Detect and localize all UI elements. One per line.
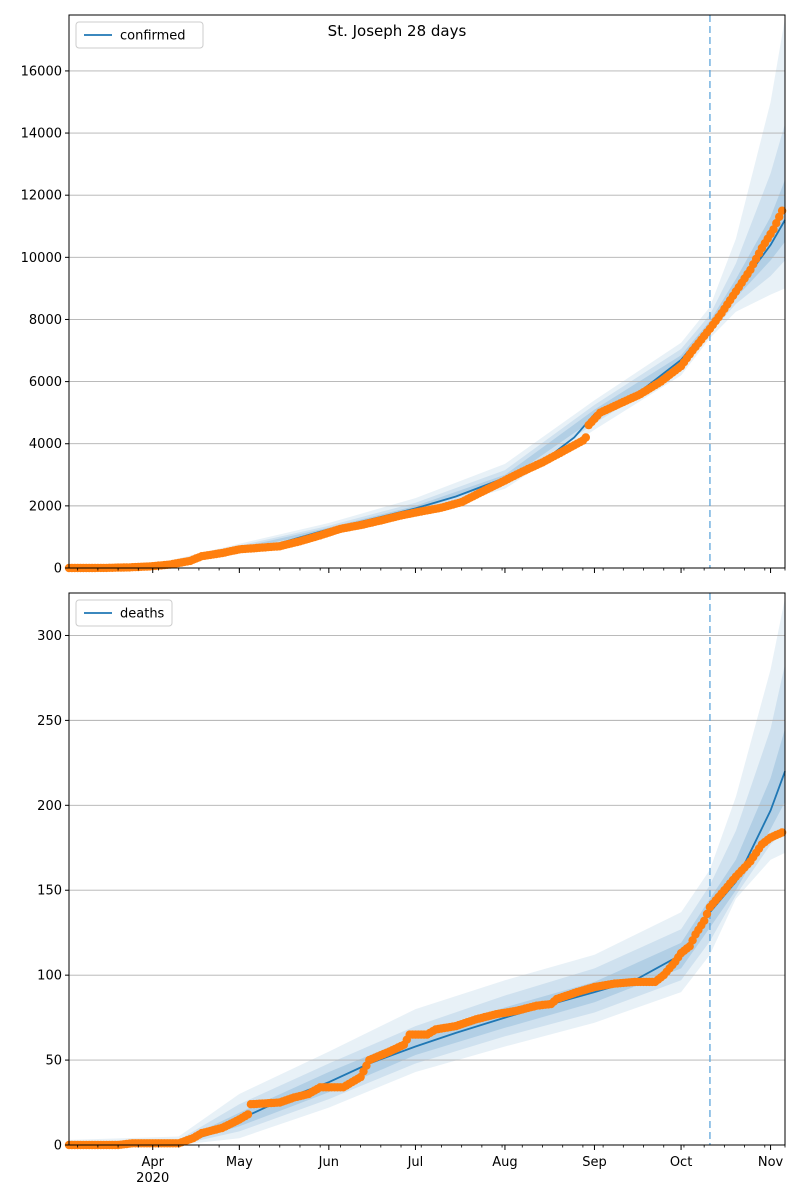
confirmed-gridlines (69, 70, 785, 507)
legend-label: confirmed (120, 29, 186, 44)
y-tick-label: 100 (37, 969, 62, 984)
legend-box (75, 21, 204, 49)
y-tick-label: 0 (54, 1139, 62, 1154)
y-tick-label: 2000 (29, 499, 62, 514)
x-tick-sublabel: 2020 (136, 1171, 169, 1186)
x-tick-label: May (226, 1155, 253, 1170)
x-tick-label: Apr (141, 1155, 164, 1170)
chart-title: St. Joseph 28 days (328, 22, 467, 40)
y-tick-label: 6000 (29, 375, 62, 390)
observed-point (702, 909, 712, 919)
y-tick-label: 150 (37, 884, 62, 899)
deaths-observed-points (64, 828, 787, 1150)
x-tick-label: Jul (407, 1155, 424, 1170)
uncertainty-band-outer (69, 598, 785, 1145)
confirmed-panel: 0 2000 4000 6000 8000 10000 12000 14000 16000 co… (21, 14, 787, 577)
confirmed-axes: 0 2000 4000 6000 8000 10000 12000 14000 16000 (21, 14, 786, 577)
x-tick-label: Sep (582, 1155, 607, 1170)
observed-point (777, 828, 787, 837)
y-tick-label: 0 (54, 562, 62, 577)
y-tick-label: 16000 (21, 64, 62, 79)
x-tick-label: Oct (670, 1155, 692, 1170)
x-tick-label: Nov (758, 1155, 784, 1170)
y-tick-label: 200 (37, 799, 62, 814)
x-tick-label: Aug (492, 1155, 517, 1170)
legend-box (75, 599, 173, 627)
deaths-legend: deaths (75, 599, 173, 627)
y-tick-label: 4000 (29, 437, 62, 452)
y-tick-label: 250 (37, 714, 62, 729)
confirmed-legend: confirmed (75, 21, 204, 49)
axes-frame (68, 592, 786, 1146)
y-tick-label: 12000 (21, 189, 62, 204)
y-tick-label: 10000 (21, 251, 62, 266)
observed-point (581, 433, 590, 442)
y-tick-label: 50 (45, 1054, 62, 1069)
x-tick-label: Jun (318, 1155, 339, 1170)
deaths-uncertainty-bands (69, 598, 785, 1145)
observed-point (772, 219, 781, 228)
y-tick-label: 14000 (21, 127, 62, 142)
observed-point (700, 916, 709, 925)
y-tick-label: 8000 (29, 313, 62, 328)
observed-point (243, 1110, 253, 1119)
observed-point (777, 206, 787, 215)
axes-frame (68, 14, 786, 569)
y-tick-label: 300 (37, 629, 62, 644)
deaths-gridlines (69, 635, 785, 1061)
uncertainty-band-middle (69, 664, 785, 1145)
legend-label: deaths (120, 607, 165, 622)
